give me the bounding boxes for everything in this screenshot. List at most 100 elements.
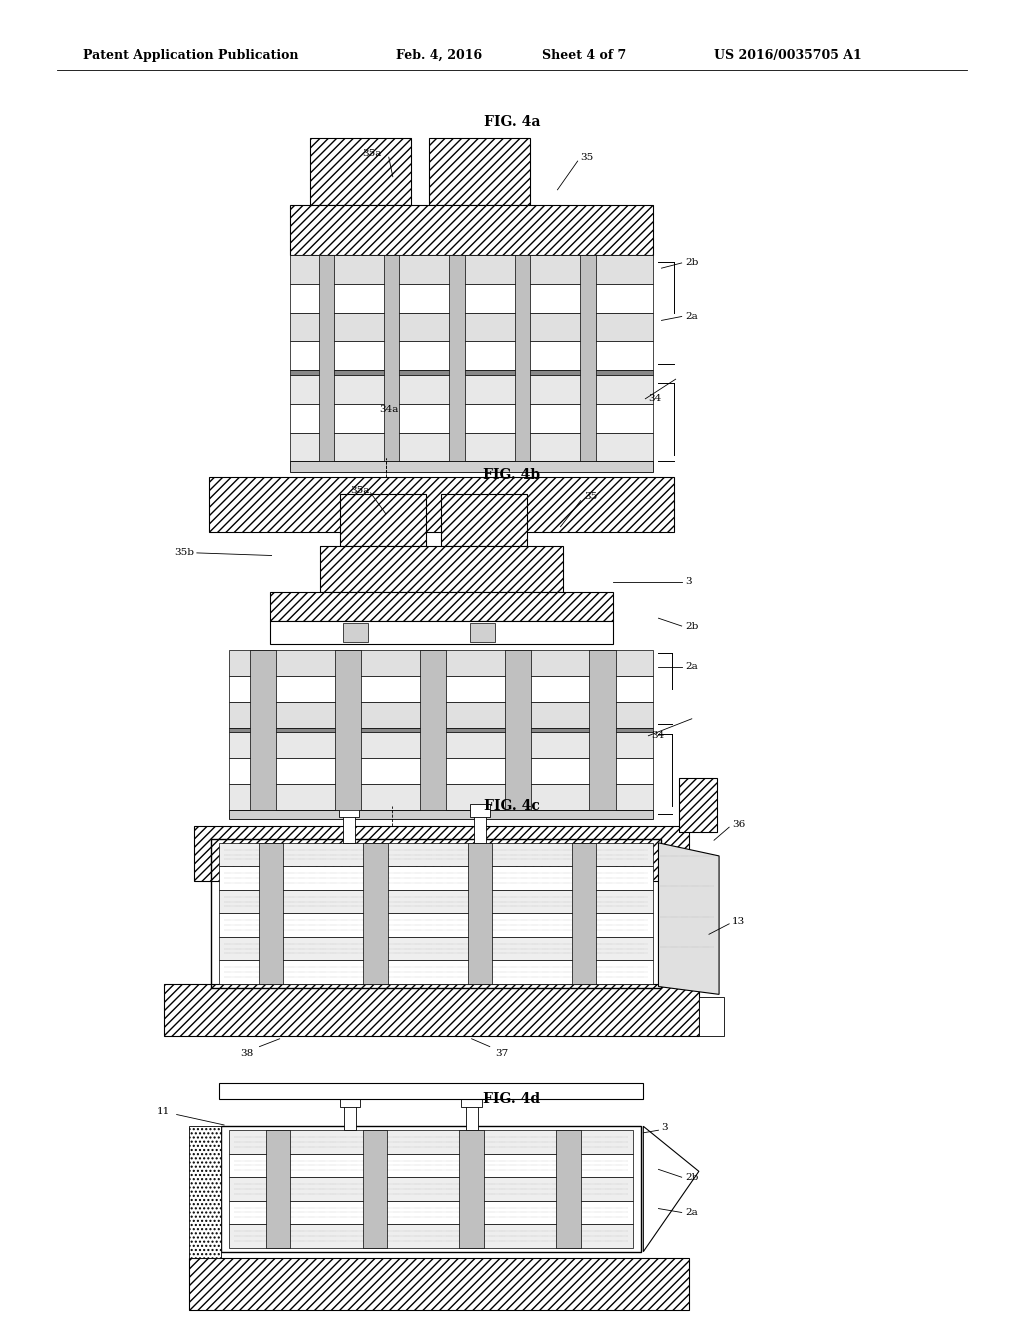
- Text: 3: 3: [662, 1123, 668, 1133]
- Bar: [590, 649, 615, 810]
- Bar: [290, 284, 653, 313]
- Text: 37: 37: [496, 1049, 509, 1059]
- Text: 3: 3: [686, 577, 692, 586]
- Bar: [420, 649, 445, 810]
- Text: 35a: 35a: [350, 486, 370, 495]
- Bar: [290, 313, 653, 342]
- Bar: [290, 375, 653, 404]
- Bar: [679, 777, 717, 833]
- Bar: [229, 731, 653, 758]
- Bar: [290, 206, 653, 255]
- Bar: [362, 1130, 387, 1247]
- Bar: [290, 462, 653, 473]
- Bar: [229, 676, 653, 702]
- Bar: [229, 649, 653, 676]
- Bar: [384, 255, 399, 462]
- Text: 13: 13: [732, 916, 745, 925]
- Text: 36: 36: [732, 820, 745, 829]
- Text: FIG. 4d: FIG. 4d: [483, 1092, 541, 1106]
- Bar: [219, 961, 653, 983]
- Bar: [164, 983, 698, 1036]
- Bar: [343, 810, 355, 843]
- Bar: [211, 840, 662, 987]
- Bar: [219, 1084, 643, 1098]
- Bar: [698, 997, 724, 1036]
- Text: FIG. 4a: FIG. 4a: [483, 115, 541, 129]
- Polygon shape: [188, 1126, 221, 1258]
- Text: Sheet 4 of 7: Sheet 4 of 7: [543, 49, 627, 62]
- Bar: [571, 843, 596, 983]
- Bar: [318, 255, 334, 462]
- Text: FIG. 4b: FIG. 4b: [483, 467, 541, 482]
- Bar: [229, 727, 653, 731]
- Bar: [515, 255, 530, 462]
- Bar: [219, 913, 653, 937]
- Bar: [429, 137, 530, 206]
- Bar: [335, 649, 361, 810]
- Text: 34: 34: [648, 395, 662, 404]
- Text: 35b: 35b: [174, 548, 194, 557]
- Bar: [340, 1094, 360, 1106]
- Bar: [290, 433, 653, 462]
- Polygon shape: [658, 843, 719, 994]
- Bar: [229, 1154, 633, 1177]
- Bar: [321, 546, 562, 593]
- Bar: [468, 843, 492, 983]
- Bar: [229, 1224, 633, 1247]
- Bar: [229, 1177, 633, 1201]
- Text: US 2016/0035705 A1: US 2016/0035705 A1: [714, 49, 862, 62]
- Bar: [269, 620, 613, 644]
- Bar: [188, 1258, 689, 1311]
- Text: 34: 34: [651, 731, 665, 741]
- Bar: [290, 255, 653, 284]
- Text: FIG. 4c: FIG. 4c: [484, 800, 540, 813]
- Bar: [344, 1101, 356, 1130]
- Bar: [441, 494, 527, 546]
- Text: 2a: 2a: [686, 312, 698, 321]
- Bar: [460, 1130, 483, 1247]
- Text: 2a: 2a: [686, 663, 698, 671]
- Text: 2b: 2b: [686, 259, 699, 268]
- Text: 2b: 2b: [686, 622, 699, 631]
- Bar: [250, 649, 276, 810]
- Bar: [229, 810, 653, 820]
- Bar: [229, 1130, 633, 1154]
- Text: 2b: 2b: [686, 1172, 699, 1181]
- Bar: [364, 843, 387, 983]
- Polygon shape: [643, 1126, 698, 1251]
- Bar: [194, 826, 689, 880]
- Bar: [474, 810, 485, 843]
- Bar: [343, 623, 368, 642]
- Text: 35: 35: [585, 492, 598, 502]
- Text: 11: 11: [157, 1107, 170, 1117]
- Bar: [221, 1126, 641, 1251]
- Bar: [229, 1201, 633, 1224]
- Bar: [470, 804, 489, 817]
- Bar: [259, 843, 284, 983]
- Bar: [466, 1101, 477, 1130]
- Bar: [269, 593, 613, 620]
- Bar: [209, 477, 674, 532]
- Bar: [290, 404, 653, 433]
- Text: 34a: 34a: [379, 405, 398, 414]
- Text: 35a: 35a: [362, 149, 382, 157]
- Bar: [339, 804, 359, 817]
- Bar: [229, 758, 653, 784]
- Bar: [219, 890, 653, 913]
- Bar: [265, 1130, 290, 1247]
- Bar: [556, 1130, 581, 1247]
- Bar: [229, 702, 653, 727]
- Bar: [290, 342, 653, 370]
- Bar: [581, 255, 596, 462]
- Bar: [470, 623, 495, 642]
- Bar: [505, 649, 530, 810]
- Text: 35: 35: [581, 153, 594, 161]
- Bar: [290, 370, 653, 375]
- Text: Feb. 4, 2016: Feb. 4, 2016: [396, 49, 482, 62]
- Bar: [219, 937, 653, 961]
- Text: Patent Application Publication: Patent Application Publication: [83, 49, 298, 62]
- Bar: [229, 784, 653, 810]
- Bar: [462, 1094, 481, 1106]
- Text: 2a: 2a: [686, 1208, 698, 1217]
- Bar: [340, 494, 426, 546]
